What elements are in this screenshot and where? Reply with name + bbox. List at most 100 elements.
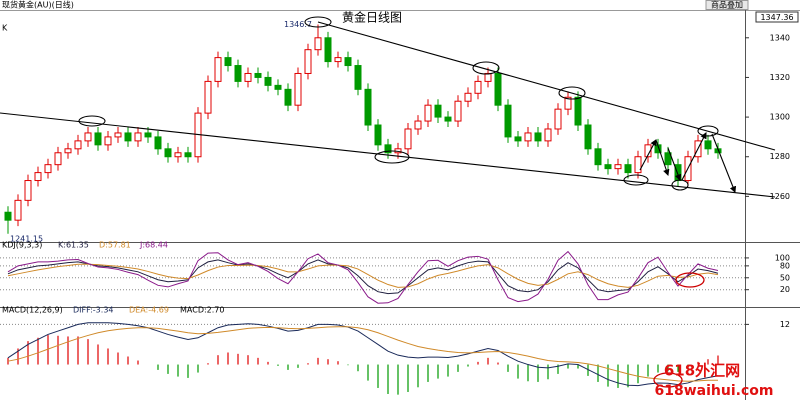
legend-entry: DIFF:-3.34 — [73, 306, 114, 315]
arrow — [681, 132, 707, 181]
y-tick-label: 1280 — [770, 152, 790, 161]
y-tick-label: 20 — [780, 285, 790, 294]
chart-title: 黄金日线图 — [342, 10, 402, 25]
candle-body — [254, 72, 262, 78]
candle-body — [44, 164, 52, 174]
series-line — [7, 263, 719, 288]
y-tick-label: 1260 — [770, 192, 790, 201]
overlay-button[interactable] — [705, 0, 749, 10]
candle-body — [294, 72, 302, 106]
candle-body — [204, 80, 212, 114]
candle-body — [704, 140, 712, 150]
candle-body — [454, 100, 462, 122]
candle-body — [474, 80, 482, 94]
last-price: 1347.36 — [760, 13, 793, 22]
candle-body — [84, 132, 92, 142]
candle-body — [584, 124, 592, 150]
arrow — [655, 139, 670, 177]
panel-title: MACD(12,26,9) — [2, 306, 63, 315]
legend-entry: DEA:-4.69 — [129, 306, 169, 315]
candle-body — [354, 65, 362, 90]
candle-body — [364, 88, 372, 126]
y-tick-label: 12 — [780, 320, 790, 329]
candle-body — [64, 148, 72, 154]
candle-body — [214, 57, 222, 82]
candle-body — [104, 136, 112, 146]
legend-entry: K:61.35 — [58, 241, 89, 250]
candle-body — [324, 37, 332, 63]
candle-body — [54, 152, 62, 166]
candle-body — [554, 108, 562, 130]
highlight — [697, 125, 719, 137]
candle-body — [94, 132, 102, 146]
y-tick-label: 1320 — [770, 73, 790, 82]
candle-body — [234, 65, 242, 82]
high-label: 1346.7 — [284, 20, 312, 29]
highlight — [78, 115, 106, 127]
y-tick-label: 50 — [780, 273, 790, 282]
candle-body — [464, 92, 472, 102]
candle-body — [664, 152, 672, 166]
candle-body — [144, 132, 152, 138]
y-tick-label: 100 — [775, 253, 790, 262]
arrow — [667, 147, 682, 182]
candle-body — [384, 144, 392, 154]
candle-body — [494, 72, 502, 106]
candle-body — [514, 136, 522, 142]
arrow — [711, 133, 737, 194]
series-line — [7, 322, 719, 387]
candle-body — [174, 152, 182, 158]
candle-body — [24, 180, 32, 201]
candle-body — [224, 57, 232, 67]
legend-entry: MACD:2.70 — [180, 306, 225, 315]
candle-body — [424, 104, 432, 122]
candle-body — [614, 164, 622, 170]
candle-body — [284, 88, 292, 106]
highlight — [653, 372, 683, 388]
candle-body — [164, 148, 172, 158]
candle-body — [34, 172, 42, 182]
candle-body — [484, 72, 492, 82]
highlight — [623, 174, 649, 186]
highlight — [675, 272, 705, 288]
candle-body — [274, 84, 282, 90]
candle-body — [674, 164, 682, 182]
candle-body — [134, 132, 142, 142]
panel-title: KDJ(9,3,3) — [2, 241, 42, 250]
candle-body — [334, 57, 342, 63]
low-label: 1241.15 — [10, 234, 43, 243]
candle-body — [244, 72, 252, 82]
series-line — [7, 259, 719, 295]
candle-body — [414, 120, 422, 130]
annotations — [0, 16, 776, 388]
candle-body — [524, 132, 532, 142]
candle-body — [574, 96, 582, 126]
candle-body — [644, 144, 652, 158]
candle-body — [534, 132, 542, 142]
y-tick-label: 1300 — [770, 113, 790, 122]
series-line — [7, 326, 719, 382]
candle-body — [264, 76, 272, 86]
candle-body — [404, 128, 412, 150]
candle-body — [344, 57, 352, 67]
candle-body — [434, 104, 442, 118]
legend-entry: D:57.81 — [99, 241, 131, 250]
candle-body — [184, 152, 192, 158]
candle-body — [124, 132, 132, 142]
candle-body — [544, 128, 552, 142]
legend-entry: J:68.44 — [139, 241, 168, 250]
candle-body — [314, 37, 322, 51]
symbol-label: 现货黄金(AU)(日线) — [2, 0, 74, 10]
watermark: 618外汇网 — [664, 362, 740, 380]
overlay-button-label[interactable]: 商品叠加 — [711, 0, 743, 10]
watermark: 618waihui.com — [655, 383, 774, 399]
y-tick-label: 80 — [780, 261, 790, 270]
highlight — [558, 86, 586, 100]
candle-body — [634, 156, 642, 174]
candle-body — [564, 96, 572, 110]
candle-body — [304, 49, 312, 74]
highlight — [472, 61, 500, 75]
last-price-box — [755, 11, 799, 23]
